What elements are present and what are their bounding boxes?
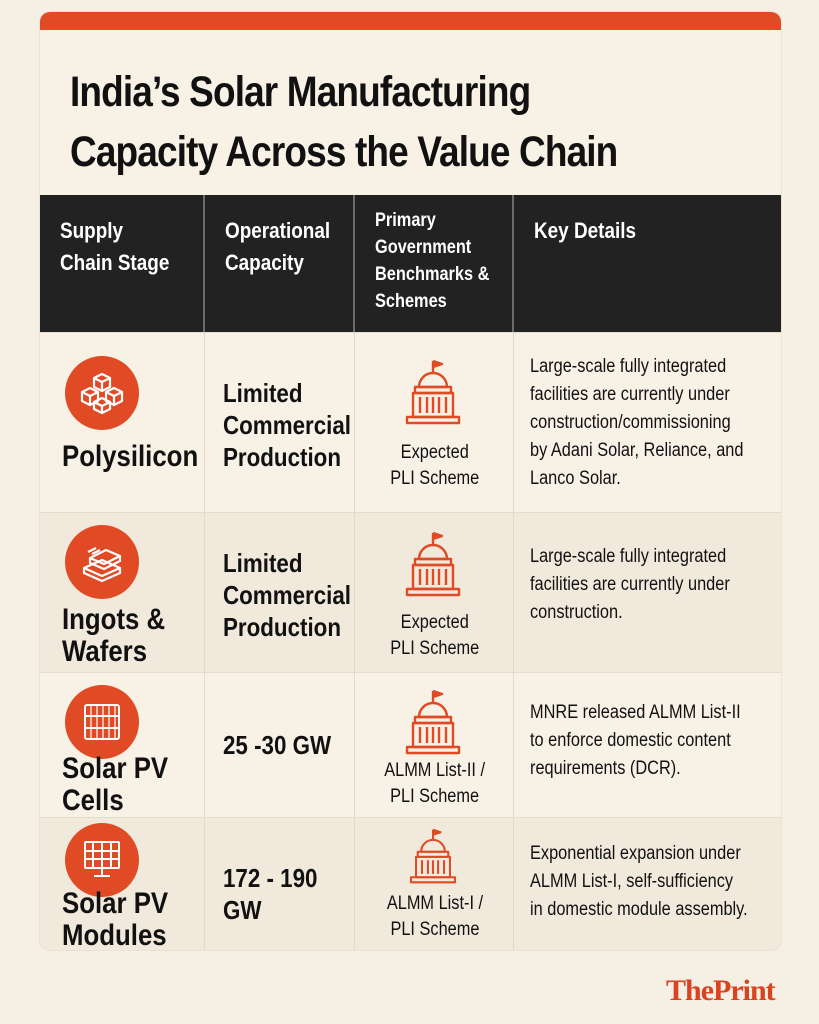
capacity-value: 25 -30 GW xyxy=(223,730,332,760)
title-line-2: Capacity Across the Value Chain xyxy=(70,128,618,176)
capacity-value: 172 - 190 GW xyxy=(223,863,318,925)
details-cell: Large-scale fully integrated facilities … xyxy=(514,333,781,512)
scheme-label: Expected PLI Scheme xyxy=(389,612,480,659)
scheme-label: Expected PLI Scheme xyxy=(389,442,480,489)
theprint-logo: ThePrint xyxy=(666,974,776,1007)
details-text: Large-scale fully integrated facilities … xyxy=(530,356,744,489)
capacity-cell: 172 - 190 GW xyxy=(205,818,355,950)
header-key-details: Key Details xyxy=(534,218,637,243)
infographic-card: India’s Solar Manufacturing Capacity Acr… xyxy=(40,12,781,950)
details-text: MNRE released ALMM List-II to enforce do… xyxy=(530,702,741,779)
header-benchmarks-schemes: Primary Government Benchmarks & Schemes xyxy=(355,195,514,332)
table-row: Solar PV Modules 172 - 190 GW ALMM List-… xyxy=(40,817,781,950)
stage-cell: Solar PV Cells xyxy=(40,673,205,817)
government-building-icon xyxy=(405,689,461,755)
capacity-cell: 25 -30 GW xyxy=(205,673,355,817)
stage-label: Solar PV Modules xyxy=(62,887,169,951)
stage-label: Solar PV Cells xyxy=(62,752,169,817)
accent-bar xyxy=(40,12,781,30)
capacity-value: Limited Commercial Production xyxy=(223,378,352,472)
header-supply-chain-stage: Supply Chain Stage xyxy=(40,195,205,332)
details-cell: Exponential expansion under ALMM List-I,… xyxy=(514,818,781,950)
stage-cell: Ingots & Wafers xyxy=(40,513,205,672)
government-building-icon xyxy=(405,359,461,425)
details-text: Large-scale fully integrated facilities … xyxy=(530,546,730,623)
capacity-value: Limited Commercial Production xyxy=(223,548,352,642)
stage-label: Polysilicon xyxy=(62,440,199,473)
stage-label: Ingots & Wafers xyxy=(62,603,166,668)
government-building-icon xyxy=(409,828,457,884)
header-operational-capacity: Operational Capacity xyxy=(205,195,355,332)
stage-cell: Polysilicon xyxy=(40,333,205,512)
table-row: Solar PV Cells 25 -30 GW ALMM List-II / … xyxy=(40,672,781,817)
polysilicon-cubes-icon xyxy=(65,356,139,430)
title-line-1: India’s Solar Manufacturing xyxy=(70,68,531,116)
details-cell: MNRE released ALMM List-II to enforce do… xyxy=(514,673,781,817)
scheme-cell: ALMM List-II / PLI Scheme xyxy=(355,673,514,817)
table-row: Ingots & Wafers Limited Commercial Produ… xyxy=(40,512,781,672)
page-title: India’s Solar Manufacturing Capacity Acr… xyxy=(70,62,655,182)
solar-cell-icon xyxy=(65,685,139,759)
scheme-cell: Expected PLI Scheme xyxy=(355,513,514,672)
table-row: Polysilicon Limited Commercial Productio… xyxy=(40,332,781,512)
government-building-icon xyxy=(405,531,461,597)
scheme-label: ALMM List-II / PLI Scheme xyxy=(384,760,485,807)
solar-panel-icon xyxy=(65,823,139,897)
scheme-cell: ALMM List-I / PLI Scheme xyxy=(355,818,514,950)
stage-cell: Solar PV Modules xyxy=(40,818,205,950)
details-cell: Large-scale fully integrated facilities … xyxy=(514,513,781,672)
details-text: Exponential expansion under ALMM List-I,… xyxy=(530,843,748,920)
capacity-cell: Limited Commercial Production xyxy=(205,513,355,672)
table-header: Supply Chain Stage Operational Capacity … xyxy=(40,195,781,332)
capacity-cell: Limited Commercial Production xyxy=(205,333,355,512)
ingots-wafers-icon xyxy=(65,525,139,599)
scheme-label: ALMM List-I / PLI Scheme xyxy=(386,893,483,940)
scheme-cell: Expected PLI Scheme xyxy=(355,333,514,512)
